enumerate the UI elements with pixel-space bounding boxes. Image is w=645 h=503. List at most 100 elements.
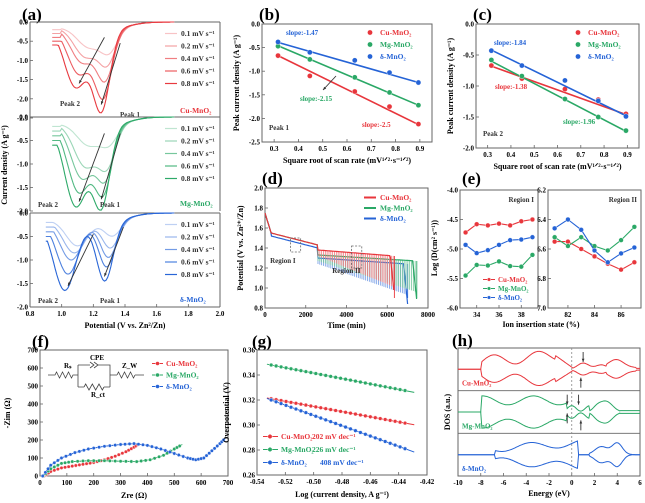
tafel-slope-label: 226 mV dec⁻¹	[312, 445, 356, 454]
rs-label: Rₛ	[64, 362, 72, 370]
y-tick-label: -0.5	[17, 137, 29, 145]
y-tick-label: -1.5	[17, 184, 29, 192]
data-point	[141, 442, 145, 447]
data-point	[81, 459, 85, 463]
x-tick-label: 6000	[380, 311, 395, 319]
legend-marker	[367, 41, 373, 48]
data-point	[562, 77, 568, 84]
arrow-head	[68, 282, 71, 286]
x-tick-label: 84	[591, 311, 599, 319]
data-point	[59, 461, 64, 466]
x-tick-label: 0	[570, 479, 574, 487]
legend-marker	[267, 434, 273, 439]
data-point	[150, 444, 154, 449]
x-tick-label: 0.4	[294, 145, 303, 153]
legend-marker	[155, 384, 160, 389]
x-tick-label: 1.6	[152, 310, 161, 318]
data-point	[578, 234, 584, 240]
data-point	[562, 96, 568, 102]
data-point	[397, 387, 403, 392]
data-point	[288, 405, 294, 410]
x-tick-label: -0.54	[250, 478, 265, 486]
y-tick-label: 0.8	[254, 305, 263, 313]
arrow-head	[104, 272, 107, 277]
circuit-wires	[77, 364, 144, 388]
arrow-head	[577, 401, 580, 405]
panel-label: (d)	[262, 169, 283, 188]
dos-spin-down	[458, 411, 640, 429]
y-tick-label: 0.0	[465, 21, 474, 29]
zw-element	[116, 371, 136, 379]
y-tick-label: -5.0	[447, 246, 459, 254]
legend-label: Mg-MnO₂	[166, 371, 199, 380]
data-point	[415, 79, 422, 86]
data-point	[358, 379, 363, 385]
data-point	[152, 456, 157, 461]
data-point	[288, 366, 294, 371]
x-tick-label: 0.4	[507, 151, 516, 159]
cpe-element	[89, 361, 99, 369]
data-point	[565, 243, 571, 249]
panel-label: (e)	[462, 169, 481, 188]
data-point	[402, 421, 408, 426]
data-point	[363, 380, 368, 386]
data-point	[488, 47, 495, 54]
legend-label: 0.2 mV s⁻¹	[181, 137, 215, 146]
data-point	[358, 430, 363, 435]
data-point	[91, 458, 96, 463]
y-tick-label: -1.0	[17, 257, 29, 265]
x-tick-label: 0.9	[623, 151, 632, 159]
data-point	[578, 227, 584, 233]
fit-line	[491, 49, 627, 117]
legend-marker	[487, 295, 492, 300]
data-point	[474, 250, 480, 256]
region-title: Region II	[609, 196, 637, 204]
y-tick-label: 700	[28, 347, 39, 355]
data-point	[63, 465, 67, 470]
data-point	[66, 460, 71, 465]
data-point	[328, 419, 333, 424]
y-tick-label: 0.32	[243, 397, 256, 405]
y-tick-label: 6.8	[537, 275, 546, 283]
data-point	[488, 57, 495, 63]
data-point	[591, 253, 598, 259]
data-point	[333, 375, 338, 380]
data-point	[177, 444, 182, 448]
peak2-arrow	[78, 37, 105, 84]
x-tick-label: 6	[638, 479, 642, 487]
x-tick-label: 0.5	[530, 151, 539, 159]
dos-spin-down	[458, 454, 640, 469]
peak2-label: Peak 2	[60, 100, 81, 108]
cpe-label: CPE	[90, 354, 104, 362]
data-point	[488, 62, 495, 69]
legend-marker	[367, 29, 373, 36]
data-point	[378, 437, 383, 442]
data-point	[293, 401, 299, 406]
data-point	[338, 376, 343, 381]
x-tick-label: 0.8	[600, 151, 609, 159]
legend-marker	[155, 361, 160, 366]
y-tick-label: -2.0	[463, 145, 475, 153]
data-point	[605, 259, 611, 265]
data-point	[313, 414, 318, 419]
data-point	[518, 218, 524, 224]
data-point	[373, 382, 378, 387]
y-tick-label: 400	[28, 401, 39, 409]
data-point	[618, 237, 624, 243]
diffusion-subplot-0: 34 36 38 -4.0 -4.5 -5.0 -5.5 -6.0 Region I Cu-MnO…	[447, 187, 539, 319]
data-point	[143, 458, 148, 463]
data-point	[415, 121, 422, 127]
peak1-label: Peak 1	[120, 111, 141, 119]
legend-label: 0.6 mV s⁻¹	[181, 162, 215, 171]
plot-frame	[457, 347, 641, 477]
data-point	[73, 463, 78, 468]
peak1-arrow	[100, 42, 121, 105]
y-tick-label: -0.5	[249, 44, 261, 52]
y-tick-label: -2.0	[17, 95, 29, 103]
data-point	[474, 262, 480, 268]
data-point	[107, 458, 112, 463]
x-tick-label: -0.46	[363, 478, 378, 486]
arrow-head	[100, 101, 104, 105]
data-point	[75, 459, 80, 464]
data-point	[591, 247, 598, 254]
